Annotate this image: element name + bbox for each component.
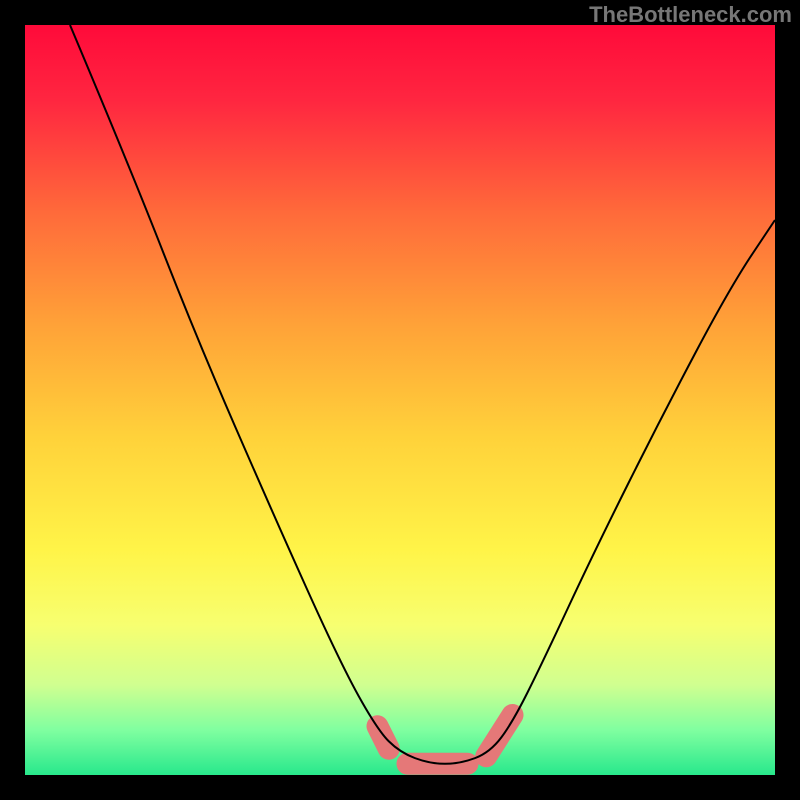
plot-background [25,25,775,775]
bottleneck-chart [0,0,800,800]
chart-container: TheBottleneck.com [0,0,800,800]
watermark-text: TheBottleneck.com [589,2,792,28]
